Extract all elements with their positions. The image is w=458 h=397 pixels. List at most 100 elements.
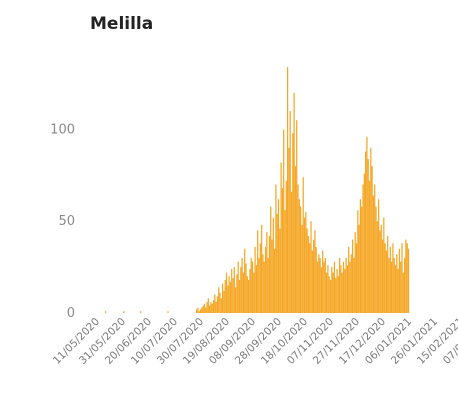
- bar: [233, 267, 235, 313]
- bar: [328, 276, 330, 313]
- bar: [235, 287, 237, 313]
- bar: [198, 311, 200, 313]
- bar: [248, 279, 250, 313]
- bar: [381, 239, 384, 313]
- bar: [229, 281, 232, 313]
- bar: [220, 298, 222, 313]
- bar: [140, 311, 142, 313]
- bar: [391, 261, 393, 313]
- bar: [353, 257, 355, 313]
- bar: [371, 166, 373, 313]
- bar: [275, 184, 277, 313]
- bar: [262, 254, 264, 313]
- bar: [203, 303, 206, 313]
- bar: [402, 272, 404, 313]
- bar: [307, 235, 310, 313]
- bar: [336, 268, 338, 313]
- bar: [293, 92, 295, 314]
- bar: [305, 212, 307, 313]
- bar: [329, 279, 332, 313]
- bar: [210, 301, 212, 313]
- bar: [257, 230, 259, 313]
- bar: [323, 261, 325, 313]
- bar: [324, 257, 326, 313]
- bar: [313, 239, 315, 313]
- y-tick-label: 50: [58, 214, 75, 229]
- bar: [280, 162, 282, 313]
- bar: [335, 278, 337, 313]
- bar: [359, 199, 362, 313]
- bar: [251, 261, 254, 313]
- bar: [227, 285, 229, 313]
- bar: [393, 257, 395, 313]
- bar: [289, 111, 291, 313]
- bar: [370, 147, 372, 313]
- bar: [401, 243, 403, 313]
- bar: [296, 120, 298, 313]
- bar: [238, 279, 241, 313]
- bar: [303, 217, 306, 313]
- bar: [207, 298, 209, 313]
- bar: [237, 261, 239, 313]
- bar: [268, 235, 271, 313]
- bar: [281, 188, 284, 313]
- bar: [385, 250, 388, 313]
- bar: [223, 290, 225, 313]
- bar: [205, 307, 207, 313]
- bar: [397, 268, 399, 313]
- bar: [363, 173, 365, 313]
- bar: [209, 305, 211, 313]
- bar: [225, 272, 228, 313]
- bar: [292, 133, 294, 313]
- bar: [344, 268, 346, 313]
- bar: [274, 248, 276, 313]
- bar: [246, 276, 248, 313]
- bar: [355, 243, 358, 313]
- bar: [197, 307, 199, 313]
- bar: [346, 265, 349, 313]
- bar: [375, 206, 377, 313]
- bar: [215, 301, 217, 313]
- bar: [349, 261, 351, 313]
- bar: [231, 268, 233, 313]
- bar: [332, 272, 334, 313]
- bar: [255, 265, 258, 313]
- bar: [345, 257, 347, 313]
- bar: [294, 166, 297, 313]
- bar: [212, 300, 215, 313]
- bar: [339, 257, 341, 313]
- bar: [366, 136, 368, 313]
- bar: [270, 206, 272, 313]
- bar: [214, 294, 216, 313]
- bar: [285, 180, 287, 313]
- bar: [258, 257, 260, 313]
- bar: [387, 235, 389, 313]
- bar: [300, 206, 302, 313]
- bar: [352, 239, 354, 313]
- bar: [283, 129, 285, 313]
- bar: [372, 195, 375, 313]
- bar: [276, 213, 278, 313]
- bar: [263, 261, 265, 313]
- bar: [406, 243, 408, 313]
- bar: [264, 246, 267, 313]
- bar: [253, 272, 255, 313]
- bar: [379, 230, 381, 313]
- x-axis: 11/05/202031/05/202020/06/202010/07/2020…: [51, 316, 458, 367]
- bar: [105, 311, 107, 313]
- bar: [202, 305, 204, 313]
- y-tick-label: 100: [50, 122, 75, 137]
- bar: [199, 309, 202, 313]
- bar: [301, 224, 303, 313]
- y-tick-label: 0: [67, 306, 75, 321]
- bar: [241, 257, 243, 313]
- bar: [327, 265, 329, 313]
- bar: [244, 248, 246, 313]
- bar: [201, 307, 203, 313]
- bar: [326, 272, 328, 313]
- bar: [196, 309, 198, 313]
- bar: [348, 246, 350, 313]
- bar: [318, 254, 320, 313]
- bar: [284, 210, 286, 313]
